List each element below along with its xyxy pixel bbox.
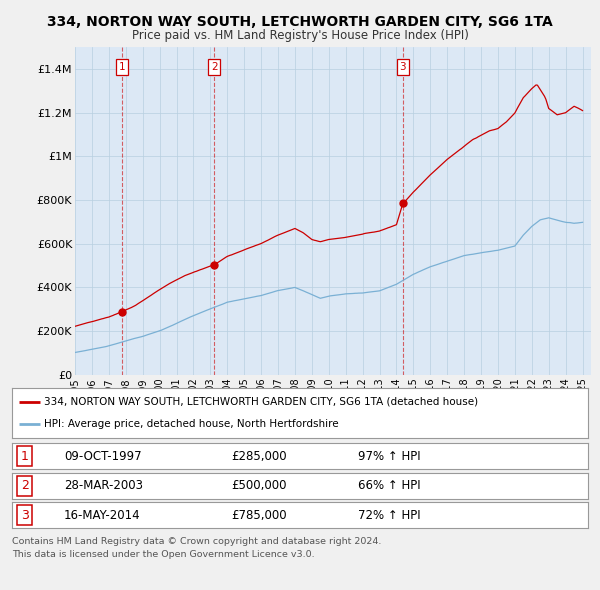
Text: 1: 1 [119, 62, 125, 72]
Text: 16-MAY-2014: 16-MAY-2014 [64, 509, 140, 522]
Text: 66% ↑ HPI: 66% ↑ HPI [358, 479, 420, 492]
Text: £785,000: £785,000 [231, 509, 287, 522]
Text: 1: 1 [21, 450, 29, 463]
Text: 334, NORTON WAY SOUTH, LETCHWORTH GARDEN CITY, SG6 1TA: 334, NORTON WAY SOUTH, LETCHWORTH GARDEN… [47, 15, 553, 29]
Text: Price paid vs. HM Land Registry's House Price Index (HPI): Price paid vs. HM Land Registry's House … [131, 30, 469, 42]
Text: 334, NORTON WAY SOUTH, LETCHWORTH GARDEN CITY, SG6 1TA (detached house): 334, NORTON WAY SOUTH, LETCHWORTH GARDEN… [44, 396, 478, 407]
Text: 3: 3 [400, 62, 406, 72]
Text: Contains HM Land Registry data © Crown copyright and database right 2024.: Contains HM Land Registry data © Crown c… [12, 537, 382, 546]
Text: 2: 2 [211, 62, 218, 72]
Text: 2: 2 [21, 479, 29, 492]
Text: 3: 3 [21, 509, 29, 522]
Text: £285,000: £285,000 [231, 450, 287, 463]
Text: HPI: Average price, detached house, North Hertfordshire: HPI: Average price, detached house, Nort… [44, 419, 338, 430]
Text: 28-MAR-2003: 28-MAR-2003 [64, 479, 143, 492]
Text: 97% ↑ HPI: 97% ↑ HPI [358, 450, 420, 463]
Text: 72% ↑ HPI: 72% ↑ HPI [358, 509, 420, 522]
Text: £500,000: £500,000 [231, 479, 286, 492]
Text: This data is licensed under the Open Government Licence v3.0.: This data is licensed under the Open Gov… [12, 550, 314, 559]
Text: 09-OCT-1997: 09-OCT-1997 [64, 450, 142, 463]
